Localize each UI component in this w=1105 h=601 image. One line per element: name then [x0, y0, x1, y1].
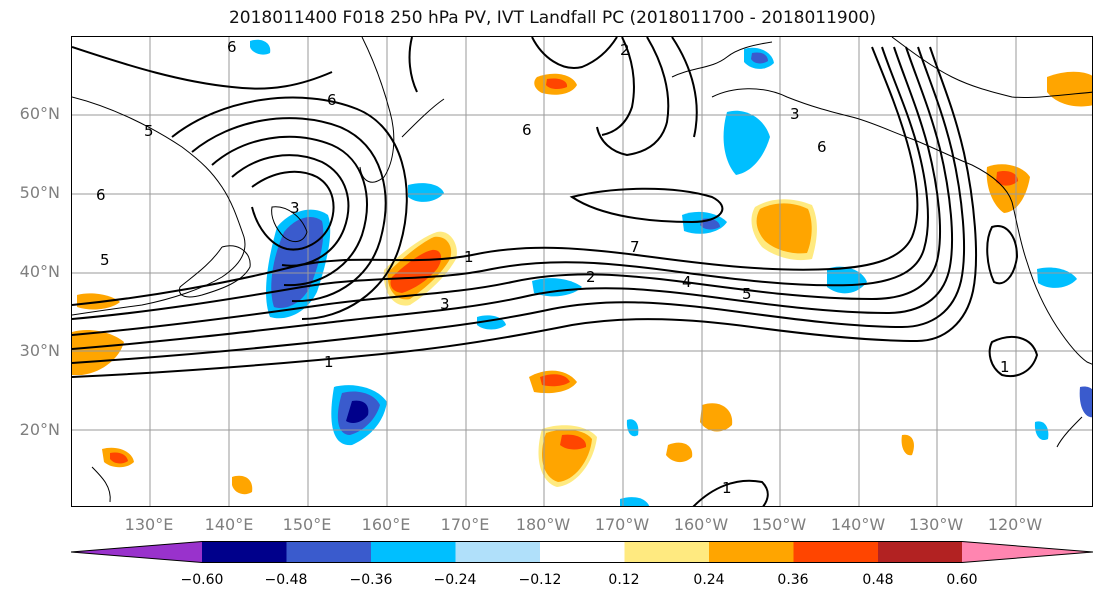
anomaly-patch: [756, 203, 812, 254]
colorbar-segment: [540, 541, 625, 563]
lat-label: 20°N: [19, 420, 60, 439]
lon-label: 170°E: [440, 515, 490, 534]
colorbar-segment: [793, 541, 879, 563]
anomaly-patch: [620, 497, 650, 506]
anomaly-patch: [901, 434, 914, 456]
colorbar-tick-label: −0.60: [180, 572, 224, 588]
colorbar-segment: [371, 541, 456, 563]
colorbar-segment: [455, 541, 541, 563]
colorbar-tick-label: 0.48: [862, 572, 894, 588]
colorbar-segments: [71, 541, 1093, 563]
map-title: 2018011400 F018 250 hPa PV, IVT Landfall…: [228, 8, 876, 28]
contour-label: 3: [290, 199, 300, 217]
contour-label: 2: [620, 41, 630, 59]
anomaly-patch: [72, 330, 124, 375]
anomaly-patch: [723, 110, 770, 175]
coastlines: [72, 37, 1092, 503]
colorbar-segment: [286, 541, 372, 563]
contour-label: 3: [790, 105, 800, 123]
anomaly-patch: [1079, 386, 1092, 418]
contour-label: 5: [742, 285, 752, 303]
anomaly-patch: [408, 183, 444, 202]
lon-label: 180°W: [515, 515, 571, 534]
anomaly-patch: [560, 434, 587, 450]
contour-label: 3: [440, 295, 450, 313]
contour-label: 6: [227, 38, 237, 56]
anomaly-patch: [827, 266, 867, 294]
anomaly-patch: [250, 39, 271, 55]
lon-label: 120°W: [987, 515, 1043, 534]
lat-label: 60°N: [19, 104, 60, 123]
contour-label: 1: [324, 353, 334, 371]
anomaly-patch: [540, 374, 570, 387]
lat-label: 30°N: [19, 341, 60, 360]
colorbar-segment: [962, 541, 1093, 563]
colorbar-segment: [709, 541, 794, 563]
anomaly-patch: [1047, 71, 1092, 107]
colorbar-tick-label: −0.48: [264, 572, 308, 588]
map-canvas: 6 6 6 5 5 3 3 1 2 7 2 4 5 3 6 1 1 1 6: [72, 37, 1092, 506]
lat-label: 50°N: [19, 183, 60, 202]
contour-label: 6: [817, 138, 827, 156]
colorbar-outline: [71, 541, 1093, 563]
lat-label: 40°N: [19, 262, 60, 281]
anomaly-patch: [996, 171, 1018, 186]
lon-label: 160°E: [361, 515, 411, 534]
colorbar-segment: [878, 541, 963, 563]
contour-label: 1: [722, 479, 732, 497]
lon-label: 130°W: [908, 515, 964, 534]
colorbar-tick-label: −0.12: [518, 572, 562, 588]
contour-label: 1: [464, 248, 474, 266]
colorbar-segment: [202, 541, 287, 563]
anomaly-patch: [751, 52, 768, 64]
anomaly-patch: [666, 442, 693, 463]
contour-label: 6: [327, 91, 337, 109]
pv-contours: [72, 37, 1039, 506]
colorbar-tick-label: 0.24: [693, 572, 725, 588]
colorbar-tick-label: 0.12: [608, 572, 640, 588]
anomaly-patch: [626, 419, 639, 437]
anomaly-patch: [546, 78, 568, 90]
anomaly-patch: [346, 400, 369, 423]
anomaly-patch: [1034, 421, 1049, 441]
lon-label: 150°W: [751, 515, 807, 534]
colorbar-tick-label: −0.36: [349, 572, 393, 588]
anomaly-patch: [700, 403, 733, 432]
anomaly-patch: [232, 475, 253, 495]
colorbar: [71, 541, 1093, 563]
lon-label: 140°W: [830, 515, 886, 534]
colorbar-tick-label: −0.24: [433, 572, 477, 588]
lon-label: 160°W: [673, 515, 729, 534]
colorbar-segment: [624, 541, 710, 563]
anomaly-patch: [1037, 267, 1077, 288]
anomaly-patch: [110, 452, 128, 464]
contour-label: 5: [144, 122, 154, 140]
contour-label: 1: [1000, 358, 1010, 376]
contour-label: 4: [682, 273, 692, 291]
contour-label: 7: [630, 238, 640, 256]
contour-label: 6: [522, 121, 532, 139]
map-plot-area: 6 6 6 5 5 3 3 1 2 7 2 4 5 3 6 1 1 1 6: [71, 36, 1093, 507]
colorbar-tick-label: 0.60: [946, 572, 978, 588]
lon-label: 130°E: [124, 515, 174, 534]
contour-label: 2: [586, 268, 596, 286]
contour-label: 6: [96, 186, 106, 204]
lon-label: 140°E: [204, 515, 254, 534]
contour-labels: 6 6 6 5 5 3 3 1 2 7 2 4 5 3 6 1 1 1 6: [96, 38, 1010, 497]
colorbar-segment: [71, 541, 202, 563]
contour-label: 5: [100, 251, 110, 269]
ivt-positive-patches: [72, 71, 1092, 495]
lon-label: 170°W: [594, 515, 650, 534]
lon-label: 150°E: [282, 515, 332, 534]
colorbar-tick-label: 0.36: [777, 572, 809, 588]
